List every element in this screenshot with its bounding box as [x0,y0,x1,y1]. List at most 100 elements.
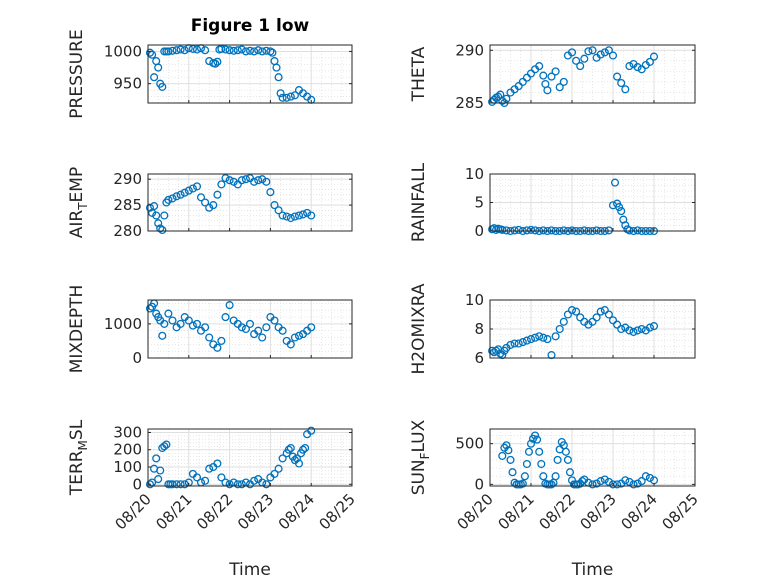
data-point [526,69,536,78]
data-point [637,65,646,74]
data-point [604,226,613,235]
data-point [205,333,214,342]
y-tick-label: 200 [113,441,142,459]
data-point [621,476,630,485]
x-axis-label: Time [228,560,271,580]
data-point [164,309,173,318]
data-point [539,472,548,481]
subplot-h2omixra: 6 8 10 H2OMIXRA [409,283,696,375]
data-point [596,307,605,316]
data-point [555,324,564,334]
data-point [278,93,287,102]
data-point [522,226,531,235]
data-point [164,195,173,204]
data-point [270,316,279,325]
data-point [250,476,259,485]
subplot-mixdepth: 0 1000 MIXDEPTH [67,285,353,373]
data-point [535,447,544,456]
data-point [145,480,155,489]
data-point [258,333,267,342]
data-point [502,94,511,103]
y-tick-label: 6 [474,349,484,367]
data-point [584,47,593,56]
data-point [213,190,222,199]
data-point [301,443,310,453]
data-point [180,46,189,55]
data-point [617,324,626,334]
data-point [502,441,511,450]
data-point [522,336,531,345]
data-point [615,203,624,212]
data-point [604,477,613,486]
data-point [633,479,642,488]
y-tick-label: 10 [465,165,484,183]
data-point [168,480,177,489]
data-point [522,73,531,82]
data-point [608,51,618,60]
y-axis-label: H2OMIXRA [409,283,429,374]
data-point [563,455,572,464]
data-point [629,327,638,336]
data-point [268,48,277,57]
data-point [286,213,295,223]
data-point [567,306,577,315]
data-point [604,46,613,55]
y-tick-label: 1000 [104,42,142,60]
y-axis-label: SUNFLUX [409,419,432,495]
data-point [649,52,659,61]
data-point [555,83,564,92]
data-point [209,201,218,210]
data-point [217,180,226,189]
data-point [625,326,634,335]
y-axis-label: PRESSURE [67,29,87,118]
data-point [180,480,189,489]
data-point [237,45,246,54]
data-point [604,310,613,319]
data-point [514,82,523,91]
data-point [274,73,283,82]
data-point [539,333,548,342]
data-point [559,226,568,235]
y-tick-label: 290 [455,41,484,59]
data-point [572,307,581,316]
data-point [625,62,634,71]
data-point [176,480,185,489]
data-point [284,445,293,454]
data-point [596,477,605,486]
data-point [211,59,220,68]
y-tick-label: 0 [474,222,484,240]
data-point [254,46,263,55]
y-tick-label: 10 [465,291,484,309]
data-point [588,46,597,55]
subplot-air_temp: 280 285 290 AIRTEMP [67,167,353,240]
y-tick-label: 950 [113,75,142,93]
axes-background [148,300,352,358]
data-point [531,226,540,235]
y-tick-label: 0 [132,349,142,367]
data-point [162,440,171,449]
y-tick-label: 285 [455,94,484,112]
data-point [637,477,646,486]
data-point [547,480,556,489]
data-point [150,202,159,211]
data-point [625,477,634,486]
data-point [262,323,271,332]
data-point [307,211,316,220]
data-point [613,72,622,81]
data-point [286,340,295,349]
data-point [563,310,572,319]
y-tick-label: 300 [113,423,142,441]
y-tick-label: 0 [132,475,142,493]
data-point [160,319,169,328]
data-point [266,188,275,197]
data-point [290,212,299,221]
data-point [514,225,523,234]
data-point [154,219,163,228]
axes-box [147,44,353,104]
data-point [592,479,601,488]
data-point [150,73,159,82]
y-axis-label: RAINFALL [409,162,429,242]
data-point [303,208,312,217]
data-point [588,480,597,489]
